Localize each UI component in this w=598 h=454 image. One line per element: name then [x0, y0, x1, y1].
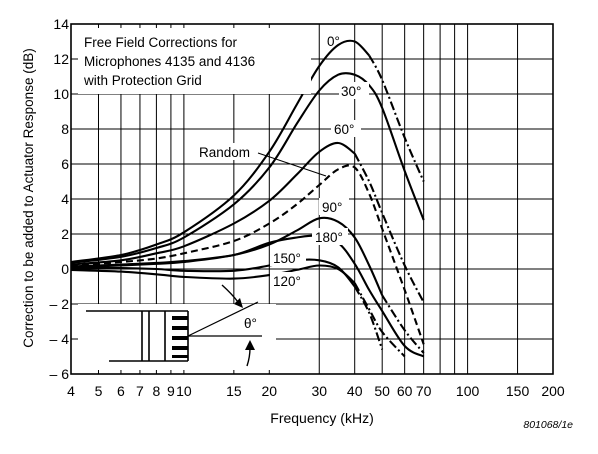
y-tick-label: 0 [61, 261, 69, 277]
figure-id: 801068/1e [523, 419, 573, 431]
curve-90-deg-extension [381, 294, 425, 354]
y-tick-label: – 2 [50, 296, 70, 312]
x-tick-label: 10 [176, 383, 192, 399]
y-tick-label: 6 [61, 156, 69, 172]
x-tick-label: 150 [506, 383, 530, 399]
curve-120-deg [70, 264, 356, 284]
y-tick-labels: – 6 – 4 – 2 0 2 4 6 8 10 12 14 [50, 16, 70, 382]
chart-title-line-3: with Protection Grid [83, 73, 202, 88]
x-tick-label: 5 [95, 383, 103, 399]
label-random-bg [196, 143, 258, 160]
label-random: Random [199, 145, 250, 160]
label-150-deg: 150° [273, 251, 301, 266]
curve-random [70, 164, 425, 345]
curve-60-deg [70, 141, 356, 266]
curve-180-deg [70, 234, 425, 358]
x-tick-label: 50 [374, 383, 390, 399]
y-tick-label: 2 [61, 226, 69, 242]
chart-title-line-1: Free Field Corrections for [84, 35, 238, 50]
rotation-arrow-top [221, 284, 239, 303]
x-tick-labels: 4 5 6 7 8 9 10 15 20 30 40 50 60 70 100 150 200 [67, 383, 565, 399]
x-tick-label: 100 [456, 383, 480, 399]
plot-frame [70, 23, 554, 375]
label-120-deg-bg [270, 272, 306, 289]
x-tick-label: 4 [67, 383, 75, 399]
y-tick-label: 8 [61, 121, 69, 137]
random-leader-line [257, 152, 327, 177]
label-90-deg: 90° [322, 200, 342, 215]
curve-150-deg-extension [353, 285, 384, 350]
y-tick-label: 10 [53, 86, 69, 102]
x-tick-label: 70 [416, 383, 432, 399]
curve-30-deg [70, 72, 425, 264]
x-tick-label: 30 [311, 383, 327, 399]
label-90-deg-bg [319, 198, 349, 215]
label-150-deg-bg [270, 249, 306, 266]
label-180-deg-bg [312, 228, 348, 245]
y-axis-label: Correction to be added to Actuator Respo… [21, 48, 36, 347]
curve-150-deg [70, 258, 356, 288]
curve-60-deg-extension [353, 153, 425, 303]
title-box-bg [78, 28, 311, 94]
y-tick-label: 12 [53, 51, 69, 67]
label-60-deg: 60° [334, 122, 354, 137]
y-tick-label: 4 [61, 191, 69, 207]
x-tick-label: 7 [136, 383, 144, 399]
x-tick-label: 8 [153, 383, 161, 399]
curves [70, 39, 425, 358]
x-tick-label: 9 [167, 383, 175, 399]
x-tick-label: 15 [226, 383, 242, 399]
x-axis-label: Frequency (kHz) [270, 410, 373, 426]
curve-0-deg-extension [368, 54, 425, 182]
label-60-deg-bg [331, 120, 361, 137]
x-tick-label: 60 [397, 383, 413, 399]
theta-label: θ° [244, 316, 257, 331]
incidence-line [187, 301, 259, 337]
label-30-deg: 30° [341, 84, 361, 99]
rotation-arrowhead-top [234, 298, 243, 308]
rotation-arrowhead-bottom [245, 340, 255, 350]
label-30-deg-bg [339, 82, 369, 99]
curve-120-deg-extension [353, 282, 406, 358]
x-tick-label: 6 [117, 383, 125, 399]
label-180-deg: 180° [315, 230, 343, 245]
y-tick-label: – 6 [50, 366, 70, 382]
x-tick-label: 20 [262, 383, 278, 399]
microphone-diagram: θ° [78, 284, 276, 370]
x-tick-label: 40 [347, 383, 363, 399]
chart-title-line-2: Microphones 4135 and 4136 [84, 54, 255, 69]
y-tick-label: – 4 [50, 331, 70, 347]
y-tick-label: 14 [53, 16, 69, 32]
x-tick-label: 200 [541, 383, 565, 399]
label-120-deg: 120° [273, 274, 301, 289]
label-0-deg: 0° [327, 34, 340, 49]
protection-grid-slots [172, 316, 188, 358]
curve-0-deg [70, 39, 370, 264]
